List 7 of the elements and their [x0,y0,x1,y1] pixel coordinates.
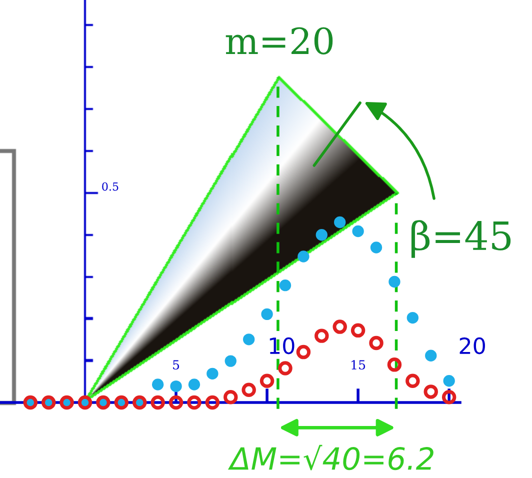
x-tick-label: 5 [173,360,180,370]
text: m=20 [226,27,333,55]
annotation: β=45 [411,220,511,258]
text: 0.5 [102,182,118,191]
x-tick-label: 15 [352,360,366,370]
annotation: 20 [460,337,485,354]
text: ΔM=√40=6.2 [228,444,434,470]
